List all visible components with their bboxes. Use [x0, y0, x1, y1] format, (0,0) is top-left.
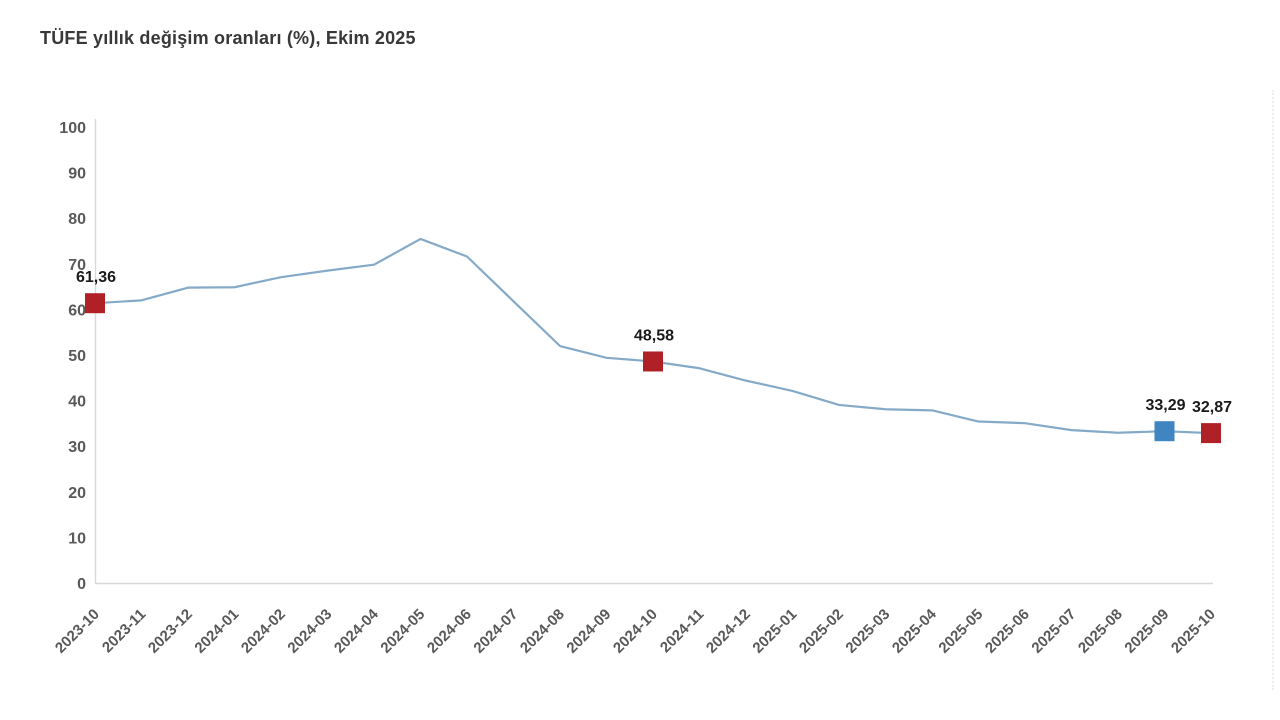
x-tick-label: 2024-11: [657, 606, 707, 656]
y-tick-label: 90: [68, 166, 86, 183]
x-tick-label: 2025-08: [1075, 606, 1126, 657]
data-point-label: 61,36: [76, 269, 116, 286]
data-point-label: 33,29: [1145, 397, 1185, 414]
x-tick-label: 2025-05: [935, 606, 986, 657]
x-tick-label: 2023-12: [145, 606, 196, 657]
y-tick-label: 50: [68, 348, 86, 365]
data-point-label: 32,87: [1192, 399, 1232, 416]
x-tick-label: 2024-12: [703, 606, 754, 657]
x-tick-label: 2024-03: [284, 606, 335, 657]
y-tick-label: 0: [77, 576, 86, 593]
chart-title: TÜFE yıllık değişim oranları (%), Ekim 2…: [40, 28, 416, 48]
x-tick-label: 2025-04: [889, 605, 940, 656]
x-tick-label: 2024-07: [470, 606, 521, 657]
x-tick-label: 2024-10: [610, 606, 661, 657]
x-tick-label: 2025-10: [1168, 606, 1219, 657]
data-point-marker[interactable]: [1154, 421, 1175, 442]
x-tick-label: 2025-03: [842, 606, 893, 657]
y-tick-label: 40: [68, 394, 86, 411]
x-tick-label: 2024-02: [238, 606, 289, 657]
x-tick-label: 2024-01: [191, 606, 242, 657]
y-tick-label: 30: [68, 439, 86, 456]
x-tick-label: 2024-04: [331, 605, 382, 656]
x-tick-label: 2025-02: [796, 606, 847, 657]
y-tick-label: 10: [68, 530, 86, 547]
page-edge-artifact: [1272, 90, 1274, 690]
x-tick-label: 2024-05: [377, 606, 428, 657]
data-point-marker[interactable]: [85, 293, 105, 314]
data-point-marker[interactable]: [643, 351, 663, 372]
x-tick-label: 2025-09: [1121, 606, 1172, 657]
y-tick-label: 20: [68, 485, 86, 502]
x-tick-label: 2023-11: [99, 606, 149, 656]
x-tick-label: 2023-10: [52, 606, 103, 657]
data-point-marker[interactable]: [1201, 423, 1221, 444]
y-tick-label: 100: [59, 120, 86, 137]
x-tick-label: 2025-01: [749, 606, 800, 657]
y-tick-label: 60: [68, 302, 86, 319]
y-tick-label: 80: [68, 211, 86, 228]
x-tick-label: 2024-08: [517, 606, 568, 657]
x-tick-label: 2024-09: [563, 606, 614, 657]
x-tick-label: 2025-06: [982, 606, 1033, 657]
x-tick-label: 2025-07: [1028, 606, 1079, 657]
y-tick-label: 70: [68, 257, 86, 274]
data-point-label: 48,58: [634, 327, 674, 344]
x-tick-label: 2024-06: [424, 606, 475, 657]
